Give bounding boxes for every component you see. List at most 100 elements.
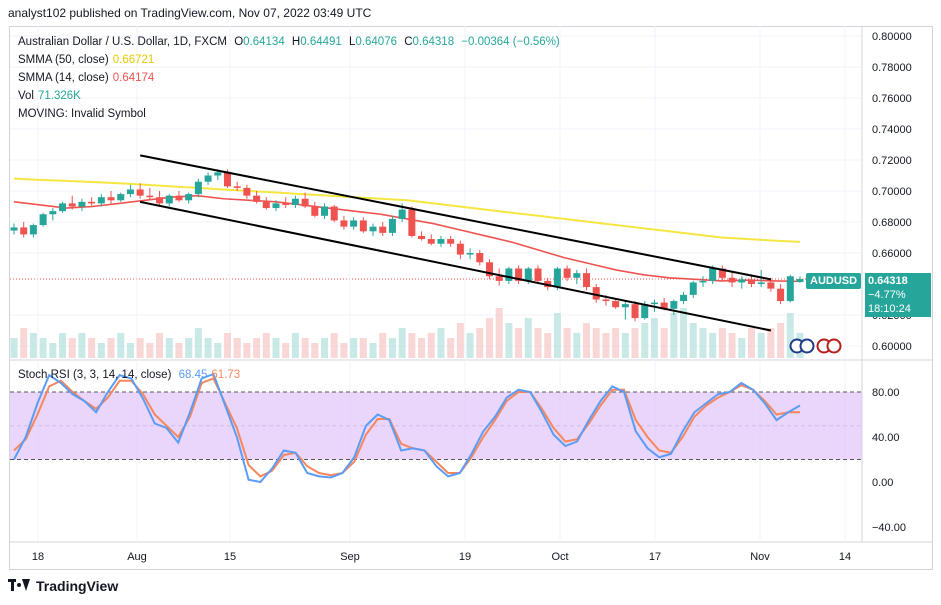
time-tick-label: 17 bbox=[649, 551, 661, 563]
volume-bar bbox=[272, 338, 280, 358]
volume-bar bbox=[631, 328, 639, 358]
bullish-candle bbox=[369, 226, 377, 232]
smma14-line bbox=[13, 194, 801, 283]
tradingview-logo[interactable]: TradingView bbox=[8, 578, 118, 594]
bearish-candle bbox=[718, 268, 726, 278]
bearish-candle bbox=[408, 209, 416, 236]
volume-bar bbox=[728, 333, 736, 358]
bullish-candle bbox=[398, 209, 406, 219]
tradingview-icon bbox=[8, 579, 30, 593]
volume-bar bbox=[156, 333, 164, 358]
last-price-badge: 0.64318 −4.77% 18:10:24 bbox=[865, 273, 931, 317]
bearish-candle bbox=[583, 273, 591, 288]
price-tick-label: 0.68000 bbox=[872, 217, 912, 229]
volume-bar bbox=[621, 333, 629, 358]
bearish-candle bbox=[602, 299, 610, 302]
bearish-candle bbox=[243, 187, 251, 196]
bearish-candle bbox=[68, 203, 76, 207]
bearish-candle bbox=[379, 226, 387, 233]
bullish-candle bbox=[165, 195, 173, 204]
bearish-candle bbox=[156, 197, 164, 204]
volume-bar bbox=[641, 323, 649, 358]
volume-bar bbox=[311, 343, 319, 358]
volume-bar bbox=[398, 328, 406, 358]
volume-bar bbox=[29, 333, 37, 358]
volume-bar bbox=[185, 338, 193, 358]
bearish-candle bbox=[262, 201, 270, 209]
bullish-candle bbox=[117, 194, 125, 201]
bullish-candle bbox=[388, 218, 396, 233]
volume-bar bbox=[709, 333, 717, 358]
price-tick-label: 0.76000 bbox=[872, 93, 912, 105]
volume-bar bbox=[369, 343, 377, 358]
price-tick-label: 0.74000 bbox=[872, 124, 912, 136]
bullish-candle bbox=[680, 294, 688, 302]
bearish-candle bbox=[340, 220, 348, 227]
bearish-candle bbox=[282, 203, 290, 205]
bullish-candle bbox=[49, 211, 57, 215]
moving-legend: MOVING: Invalid Symbol bbox=[18, 108, 146, 120]
bearish-candle bbox=[767, 282, 775, 289]
volume-bar bbox=[126, 343, 134, 358]
volume-bar bbox=[165, 338, 173, 358]
volume-bar bbox=[330, 333, 338, 358]
bullish-candle bbox=[59, 203, 67, 212]
volume-bar bbox=[437, 328, 445, 358]
bullish-candle bbox=[291, 198, 299, 205]
bearish-candle bbox=[612, 301, 620, 308]
bearish-candle bbox=[495, 276, 503, 281]
bearish-candle bbox=[136, 189, 144, 196]
volume-bar bbox=[117, 333, 125, 358]
volume-bar bbox=[447, 338, 455, 358]
chart-frame[interactable] bbox=[9, 26, 933, 570]
volume-bar bbox=[107, 338, 115, 358]
bearish-candle bbox=[301, 198, 309, 207]
volume-bar bbox=[49, 343, 57, 358]
price-tick-label: 0.72000 bbox=[872, 155, 912, 167]
volume-bar bbox=[738, 338, 746, 358]
volume-bar bbox=[68, 338, 76, 358]
volume-bar bbox=[97, 343, 105, 358]
volume-bar bbox=[282, 343, 290, 358]
volume-bar bbox=[680, 308, 688, 358]
bullish-candle bbox=[573, 273, 581, 278]
price-tick-label: 0.78000 bbox=[872, 62, 912, 74]
stoch-rsi-legend: Stoch RSI (3, 3, 14, 14, close) 68.45 61.… bbox=[18, 369, 241, 381]
rsi-tick-label: 40.00 bbox=[872, 432, 900, 444]
bearish-candle bbox=[515, 268, 523, 281]
volume-bar bbox=[233, 338, 241, 358]
volume-bar bbox=[379, 333, 387, 358]
volume-bar bbox=[515, 328, 523, 358]
volume-bar bbox=[291, 333, 299, 358]
symbol-title: Australian Dollar / U.S. Dollar, 1D, FXC… bbox=[18, 36, 227, 48]
bullish-candle bbox=[553, 268, 561, 288]
bullish-candle bbox=[97, 197, 105, 204]
volume-bar bbox=[534, 328, 542, 358]
ticker-badge: AUDUSD bbox=[806, 273, 862, 289]
bullish-candle bbox=[466, 253, 474, 255]
volume-bar bbox=[350, 338, 358, 358]
volume-bar bbox=[718, 328, 726, 358]
bearish-candle bbox=[146, 195, 154, 198]
bullish-candle bbox=[350, 220, 358, 227]
smma50-legend: SMMA (50, close) 0.66721 bbox=[18, 54, 155, 66]
volume-bar bbox=[175, 343, 183, 358]
bearish-candle bbox=[447, 239, 455, 244]
price-tick-label: 0.70000 bbox=[872, 186, 912, 198]
volume-bar bbox=[592, 328, 600, 358]
volume-bar bbox=[10, 338, 18, 358]
rsi-tick-label: 80.00 bbox=[872, 387, 900, 399]
volume-bar bbox=[505, 323, 513, 358]
bearish-candle bbox=[107, 197, 115, 201]
symbol-legend: Australian Dollar / U.S. Dollar, 1D, FXC… bbox=[18, 36, 560, 48]
bearish-candle bbox=[427, 239, 435, 244]
volume-legend: Vol 71.326K bbox=[18, 90, 81, 102]
bullish-candle bbox=[796, 279, 804, 282]
bullish-candle bbox=[650, 302, 658, 305]
volume-bar bbox=[136, 338, 144, 358]
volume-bar bbox=[573, 333, 581, 358]
volume-bar bbox=[253, 338, 261, 358]
time-tick-label: 15 bbox=[224, 551, 236, 563]
bullish-candle bbox=[524, 268, 532, 281]
